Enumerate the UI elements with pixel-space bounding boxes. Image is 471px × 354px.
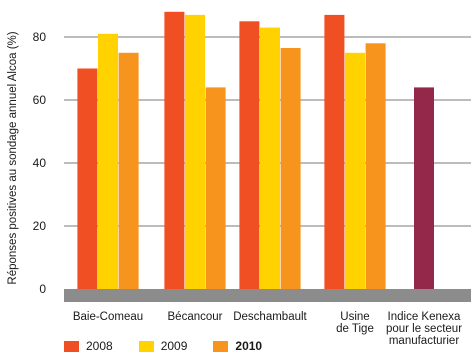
bar-2008-bécancour [164, 11, 185, 290]
y-tick-label-60: 60 [33, 93, 47, 107]
bar-2010-baie-comeau [118, 52, 139, 290]
x-tick-label-deschambault: Deschambault [233, 311, 307, 323]
y-tick-label-40: 40 [33, 156, 47, 170]
legend-label-2010: 2010 [235, 339, 263, 353]
bar-2009-usine [345, 52, 365, 290]
bar-2010-deschambault [280, 48, 301, 289]
y-axis-ticks: 0 20 40 60 80 [33, 30, 47, 296]
y-axis-label: Réponses positives au sondage annuel Alc… [7, 31, 19, 284]
legend: 2008 2009 2010 [64, 339, 288, 353]
legend-label-2008: 2008 [86, 339, 113, 353]
x-tick-label-usine: Usine de Tige [336, 311, 374, 335]
legend-swatch-2010 [213, 340, 229, 352]
x-tick-label-bécancour: Bécancour [168, 311, 223, 323]
bars [77, 11, 434, 290]
x-tick-label-baie-comeau: Baie-Comeau [73, 311, 143, 323]
y-tick-label-20: 20 [33, 219, 47, 233]
x-axis-labels: Baie-Comeau Bécancour Deschambault Usine de … [73, 311, 462, 347]
y-tick-label-80: 80 [33, 30, 47, 44]
legend-item-2008: 2008 [64, 339, 113, 353]
bar-2010-usine [365, 43, 386, 289]
bar-2008-deschambault [239, 21, 260, 290]
bar-2009-bécancour [185, 14, 205, 290]
legend-item-2009: 2009 [138, 339, 188, 353]
bar-2008-usine [324, 14, 345, 290]
y-tick-label-0: 0 [39, 282, 46, 296]
x-tick-label-indice-kenexa: Indice Kenexa pour le secteur manufacturie… [386, 311, 462, 347]
legend-swatch-2009 [138, 340, 154, 352]
legend-label-2009: 2009 [160, 339, 188, 353]
bar-indice-kenexa [414, 87, 434, 290]
bar-2010-bécancour [205, 87, 226, 290]
x-axis-band [64, 289, 471, 302]
bar-2009-deschambault [260, 27, 280, 289]
legend-swatch-2008 [64, 340, 79, 352]
bar-2008-baie-comeau [77, 68, 98, 289]
legend-item-2010: 2010 [213, 339, 262, 353]
bar-2009-baie-comeau [98, 33, 118, 289]
